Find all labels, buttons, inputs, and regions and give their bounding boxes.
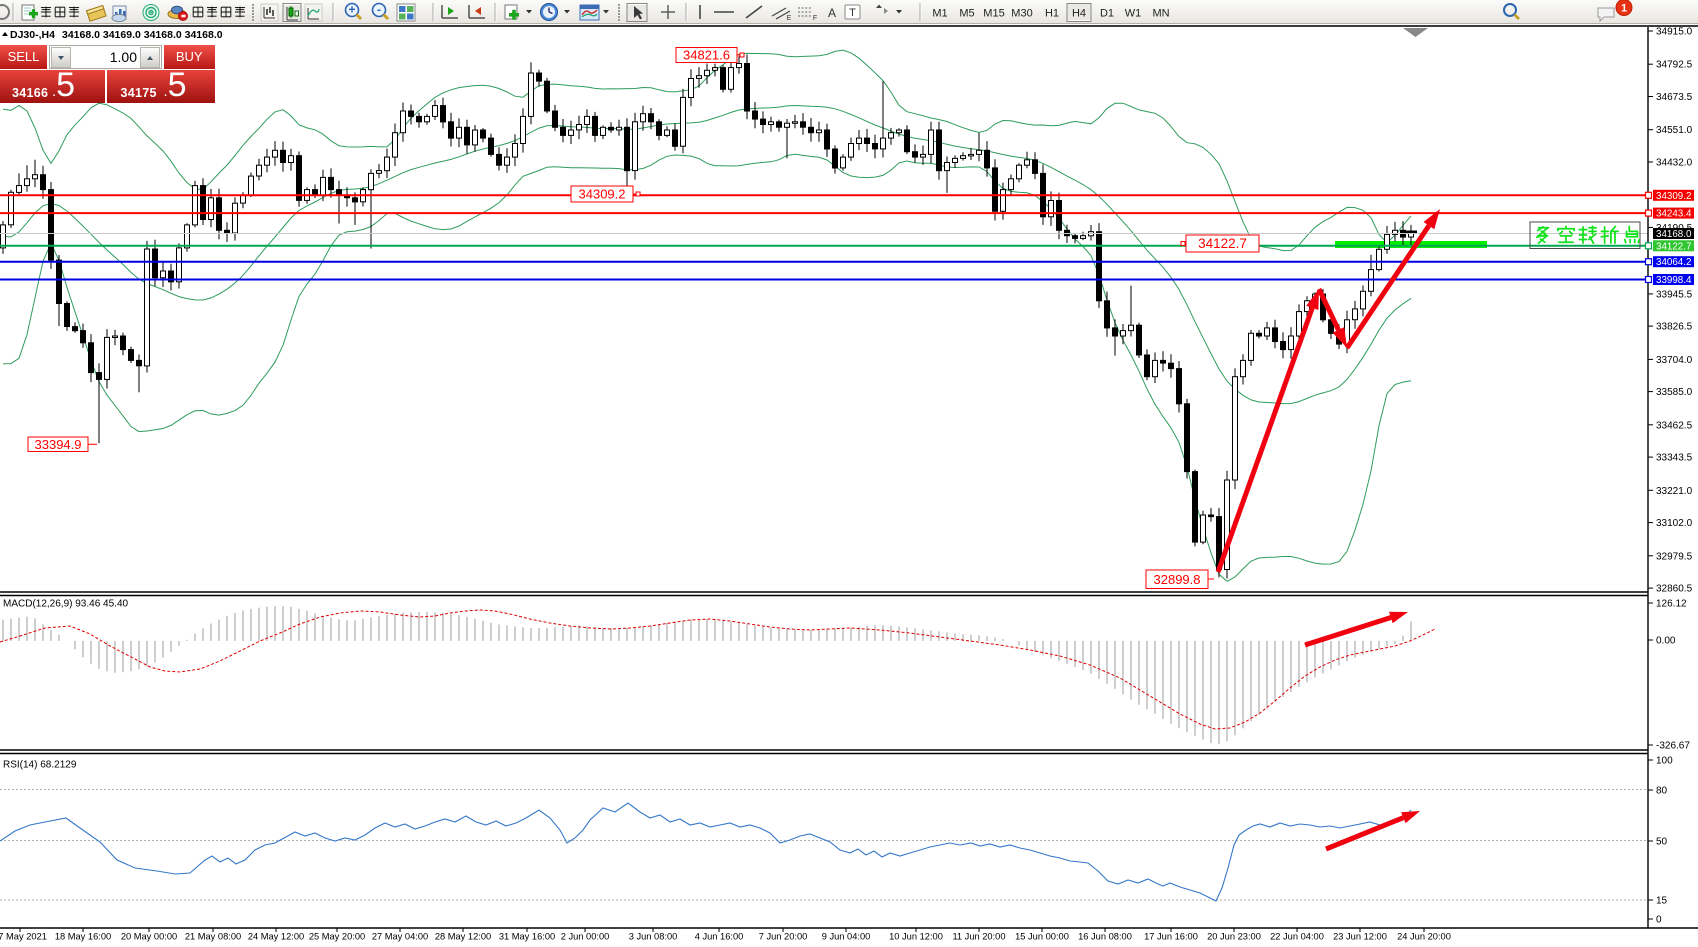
svg-text:H1: H1 [1045, 8, 1059, 20]
svg-text:34243.4: 34243.4 [1656, 209, 1692, 220]
svg-text:33221.0: 33221.0 [1656, 486, 1693, 497]
svg-text:0: 0 [1656, 915, 1662, 926]
svg-text:15: 15 [1656, 896, 1668, 907]
svg-text:34915.0: 34915.0 [1656, 27, 1693, 38]
svg-text:E: E [787, 15, 792, 22]
svg-text:D1: D1 [1100, 8, 1114, 20]
svg-text:33704.0: 33704.0 [1656, 355, 1693, 366]
svg-text:RSI(14) 68.2129: RSI(14) 68.2129 [3, 760, 77, 771]
svg-text:27 May 04:00: 27 May 04:00 [372, 932, 428, 942]
svg-text:32979.5: 32979.5 [1656, 551, 1693, 562]
svg-text:34432.0: 34432.0 [1656, 158, 1693, 169]
svg-text:7 Jun 20:00: 7 Jun 20:00 [759, 932, 808, 942]
svg-text:33585.0: 33585.0 [1656, 387, 1693, 398]
svg-text:33998.4: 33998.4 [1656, 275, 1692, 286]
svg-text:24 May 12:00: 24 May 12:00 [248, 932, 304, 942]
svg-text:33462.5: 33462.5 [1656, 420, 1693, 431]
svg-text:DJ30-,H4: DJ30-,H4 [10, 29, 55, 41]
svg-text:34551.0: 34551.0 [1656, 125, 1693, 136]
svg-text:33343.5: 33343.5 [1656, 453, 1693, 464]
svg-text:16 Jun 08:00: 16 Jun 08:00 [1078, 932, 1132, 942]
svg-text:34792.5: 34792.5 [1656, 60, 1693, 71]
svg-text:32860.5: 32860.5 [1656, 584, 1693, 595]
svg-text:W1: W1 [1125, 8, 1142, 20]
svg-text:M30: M30 [1011, 8, 1032, 20]
svg-text:M5: M5 [959, 8, 974, 20]
svg-text:20 May 00:00: 20 May 00:00 [121, 932, 177, 942]
svg-text:32899.8: 32899.8 [1154, 572, 1201, 587]
svg-text:34168.0: 34168.0 [1656, 229, 1692, 240]
svg-text:34122.7: 34122.7 [1656, 241, 1691, 252]
svg-text:MN: MN [1152, 8, 1169, 20]
svg-text:34673.5: 34673.5 [1656, 92, 1693, 103]
svg-text:15 Jun 00:00: 15 Jun 00:00 [1015, 932, 1069, 942]
svg-text:2 Jun 00:00: 2 Jun 00:00 [561, 932, 610, 942]
svg-text:M1: M1 [932, 8, 947, 20]
svg-text:100: 100 [1656, 756, 1673, 767]
svg-text:H4: H4 [1072, 8, 1086, 20]
svg-text:4 Jun 16:00: 4 Jun 16:00 [695, 932, 744, 942]
svg-text:34122.7: 34122.7 [1198, 236, 1247, 251]
svg-text:T: T [849, 7, 856, 19]
svg-text:33102.0: 33102.0 [1656, 518, 1693, 529]
svg-text:34064.2: 34064.2 [1656, 257, 1691, 268]
svg-text:23 Jun 12:00: 23 Jun 12:00 [1333, 932, 1387, 942]
svg-text:34168.0 34169.0 34168.0 34168.: 34168.0 34169.0 34168.0 34168.0 [62, 29, 223, 41]
svg-text:-326.67: -326.67 [1656, 741, 1690, 752]
svg-text:34821.6: 34821.6 [683, 48, 730, 63]
svg-text:A: A [828, 6, 836, 20]
svg-text:21 May 08:00: 21 May 08:00 [185, 932, 241, 942]
svg-text:34309.2: 34309.2 [1656, 191, 1691, 202]
svg-text:-: - [377, 3, 381, 17]
svg-text:80: 80 [1656, 786, 1668, 797]
svg-text:33945.5: 33945.5 [1656, 289, 1693, 300]
svg-text:33394.9: 33394.9 [35, 437, 82, 452]
svg-text:MACD(12,26,9) 93.46 45.40: MACD(12,26,9) 93.46 45.40 [3, 599, 129, 610]
svg-text:1: 1 [1621, 3, 1627, 15]
svg-text:33826.5: 33826.5 [1656, 322, 1693, 333]
svg-text:+: + [348, 3, 355, 17]
svg-text:31 May 16:00: 31 May 16:00 [499, 932, 555, 942]
svg-text:25 May 20:00: 25 May 20:00 [309, 932, 365, 942]
svg-text:24 Jun 20:00: 24 Jun 20:00 [1397, 932, 1451, 942]
svg-text:22 Jun 04:00: 22 Jun 04:00 [1270, 932, 1324, 942]
svg-text:17 May 2021: 17 May 2021 [0, 932, 47, 942]
svg-text:18 May 16:00: 18 May 16:00 [55, 932, 111, 942]
svg-text:F: F [813, 15, 817, 22]
svg-text:28 May 12:00: 28 May 12:00 [435, 932, 491, 942]
svg-text:10 Jun 12:00: 10 Jun 12:00 [889, 932, 943, 942]
svg-text:126.12: 126.12 [1656, 599, 1687, 610]
svg-text:17 Jun 16:00: 17 Jun 16:00 [1144, 932, 1198, 942]
svg-text:M15: M15 [983, 8, 1004, 20]
svg-text:9 Jun 04:00: 9 Jun 04:00 [822, 932, 871, 942]
svg-text:20 Jun 23:00: 20 Jun 23:00 [1207, 932, 1261, 942]
svg-text:3 Jun 08:00: 3 Jun 08:00 [629, 932, 678, 942]
svg-text:34309.2: 34309.2 [579, 187, 626, 202]
svg-text:0.00: 0.00 [1656, 636, 1676, 647]
svg-text:50: 50 [1656, 837, 1668, 848]
svg-text:11 Jun 20:00: 11 Jun 20:00 [952, 932, 1005, 942]
